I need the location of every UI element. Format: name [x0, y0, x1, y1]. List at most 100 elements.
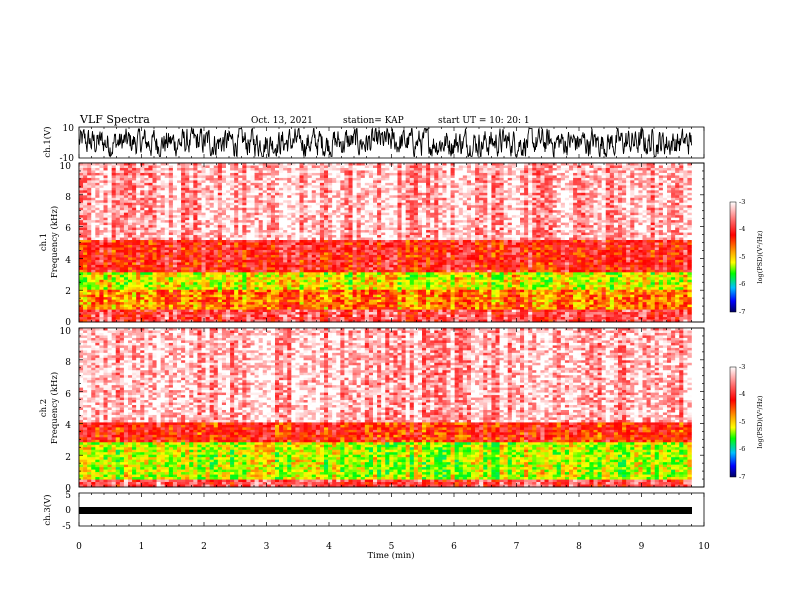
spectrogram-cell — [160, 202, 166, 206]
spectrogram-cell — [307, 277, 313, 281]
spectrogram-cell — [205, 187, 210, 191]
spectrogram-cell — [324, 172, 329, 176]
spectrogram-cell — [234, 297, 239, 300]
spectrogram-cell — [132, 304, 137, 308]
spectrogram-cell — [226, 269, 231, 273]
spectrogram-cell — [99, 297, 104, 300]
spectrogram-cell — [152, 297, 157, 300]
spectrogram-cell — [258, 235, 264, 238]
spectrogram-cell — [250, 314, 255, 318]
spectrogram-cell — [348, 220, 353, 223]
spectrogram-cell — [279, 307, 284, 310]
spectrogram-cell — [299, 220, 304, 223]
spectrogram-cell — [152, 205, 157, 209]
spectrogram-cell — [115, 284, 121, 288]
spectrogram-cell — [201, 309, 206, 313]
spectrogram-cell — [213, 217, 219, 221]
spectrogram-cell — [254, 207, 259, 211]
spectrogram-cell — [258, 307, 264, 310]
spectrogram-cell — [177, 262, 182, 266]
spectrogram-cell — [189, 292, 194, 295]
spectrogram-cell — [230, 254, 235, 258]
spectrogram-cell — [307, 319, 313, 323]
spectrogram-cell — [352, 165, 357, 169]
spectrogram-cell — [230, 200, 235, 204]
spectrogram-cell — [311, 207, 317, 211]
spectrogram-cell — [164, 287, 170, 290]
spectrogram-cell — [168, 252, 174, 256]
spectrogram-cell — [291, 269, 296, 273]
spectrogram-cell — [87, 192, 92, 196]
spectrogram-cell — [226, 247, 231, 251]
spectrogram-cell — [221, 254, 227, 258]
spectrogram-cell — [332, 227, 337, 231]
spectrogram-cell — [352, 319, 357, 323]
spectrogram-cell — [168, 177, 174, 181]
spectrogram-cell — [172, 262, 178, 266]
spectrogram-cell — [332, 284, 337, 288]
spectrogram-cell — [193, 205, 198, 209]
spectrogram-cell — [140, 257, 145, 261]
spectrogram-cell — [136, 309, 141, 313]
spectrogram-cell — [319, 200, 325, 204]
spectrogram-cell — [275, 220, 280, 223]
spectrogram-cell — [238, 282, 243, 286]
spectrogram-cell — [193, 212, 198, 216]
spectrogram-cell — [336, 269, 341, 273]
spectrogram-cell — [91, 292, 96, 295]
spectrogram-cell — [136, 319, 141, 323]
spectrogram-cell — [156, 200, 161, 204]
spectrogram-cell — [262, 190, 268, 194]
spectrogram-cell — [385, 192, 390, 196]
spectrogram-cell — [250, 220, 255, 223]
spectrogram-cell — [217, 182, 223, 186]
spectrogram-cell — [295, 195, 300, 199]
spectrogram-cell — [364, 254, 370, 258]
spectrogram-cell — [123, 202, 129, 206]
spectrogram-cell — [136, 252, 141, 256]
spectrogram-cell — [360, 235, 366, 238]
spectrogram-cell — [87, 309, 92, 313]
spectrogram-cell — [356, 272, 362, 276]
spectrogram-cell — [181, 319, 186, 323]
spectrogram-cell — [385, 257, 390, 261]
spectrogram-cell — [172, 163, 178, 166]
spectrogram-cell — [332, 257, 337, 261]
spectrogram-cell — [168, 312, 174, 315]
spectrogram-cell — [254, 222, 259, 226]
spectrogram-cell — [275, 210, 280, 213]
spectrogram-cell — [217, 279, 223, 283]
spectrogram-cell — [385, 242, 390, 246]
spectrogram-cell — [258, 240, 264, 243]
spectrogram-cell — [201, 185, 206, 189]
spectrogram-cell — [172, 240, 178, 243]
spectrogram-cell — [234, 187, 239, 191]
spectrogram-cell — [136, 254, 141, 258]
spectrogram-cell — [83, 240, 88, 243]
spectrogram-cell — [83, 277, 88, 281]
spectrogram-cell — [123, 200, 129, 204]
spectrogram-cell — [258, 167, 264, 171]
spectrogram-cell — [148, 317, 153, 320]
spectrogram-cell — [91, 163, 96, 166]
spectrogram-cell — [226, 217, 231, 221]
spectrogram-cell — [177, 252, 182, 256]
spectrogram-cell — [234, 165, 239, 169]
spectrogram-cell — [209, 202, 215, 206]
spectrogram-cell — [221, 220, 227, 223]
spectrogram-cell — [152, 312, 157, 315]
spectrogram-cell — [393, 247, 398, 251]
spectrogram-cell — [385, 180, 390, 184]
spectrogram-cell — [177, 284, 182, 288]
spectrogram-cell — [181, 297, 186, 300]
spectrogram-cell — [319, 190, 325, 194]
spectrogram-cell — [95, 314, 100, 318]
spectrogram-cell — [160, 215, 166, 218]
spectrogram-cell — [344, 165, 349, 169]
spectrogram-cell — [95, 163, 100, 166]
spectrogram-cell — [213, 207, 219, 211]
spectrogram-cell — [213, 279, 219, 283]
spectrogram-cell — [332, 205, 337, 209]
spectrogram-cell — [230, 284, 235, 288]
spectrogram-cell — [156, 185, 161, 189]
